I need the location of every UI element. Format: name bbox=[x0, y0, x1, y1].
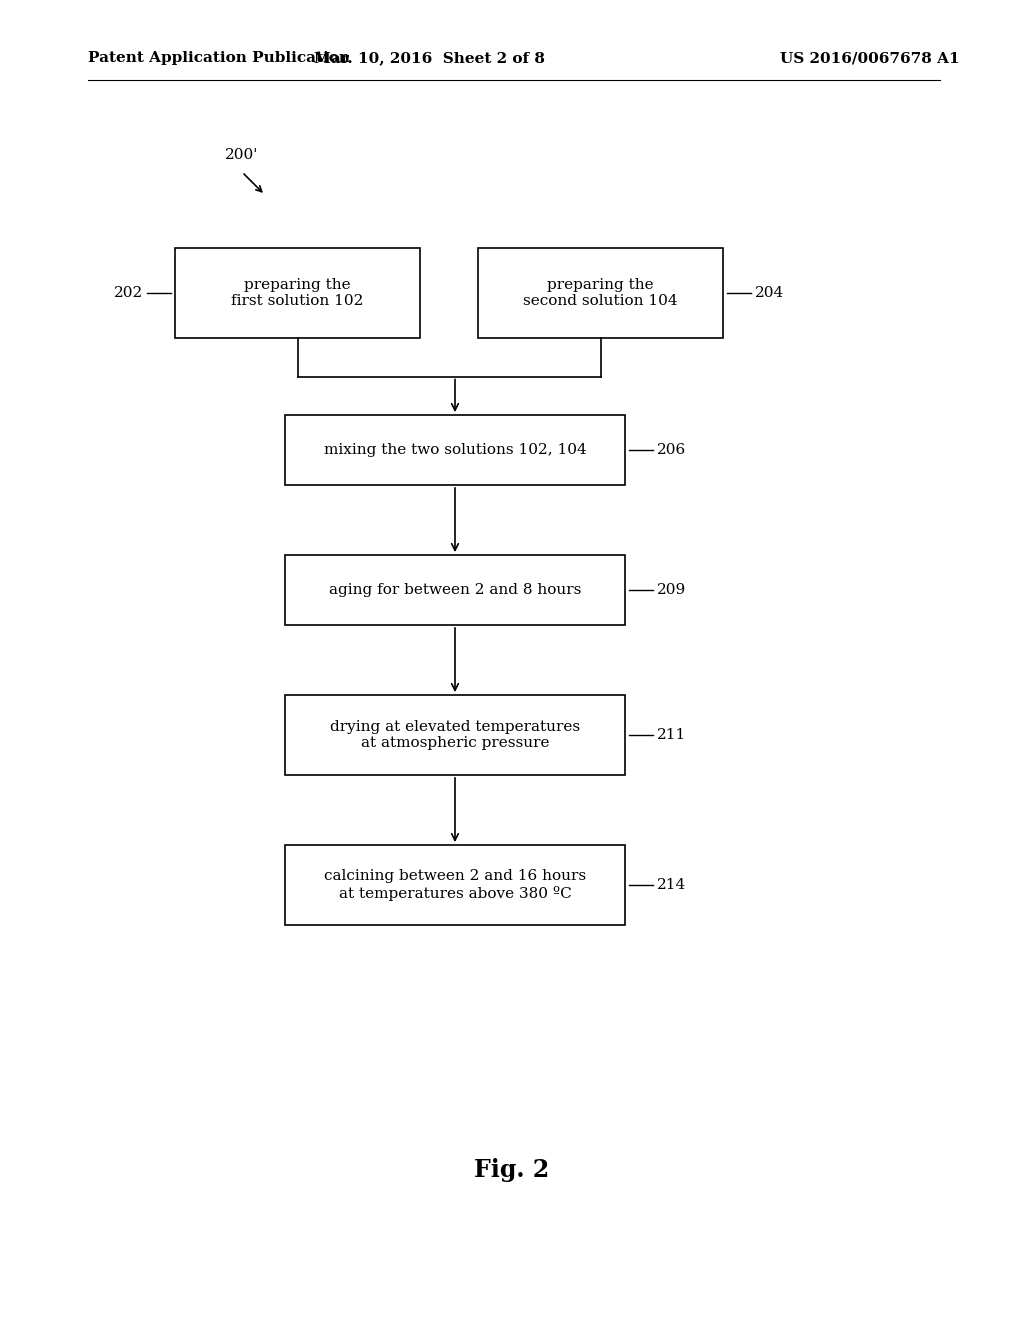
Bar bbox=[175, 248, 420, 338]
Text: 202: 202 bbox=[114, 286, 143, 300]
Text: drying at elevated temperatures
at atmospheric pressure: drying at elevated temperatures at atmos… bbox=[330, 719, 580, 750]
Text: 211: 211 bbox=[657, 729, 686, 742]
Text: 214: 214 bbox=[657, 878, 686, 892]
Text: 200': 200' bbox=[225, 148, 258, 162]
Text: 204: 204 bbox=[755, 286, 784, 300]
Bar bbox=[285, 696, 625, 775]
Text: aging for between 2 and 8 hours: aging for between 2 and 8 hours bbox=[329, 583, 582, 597]
Text: mixing the two solutions 102, 104: mixing the two solutions 102, 104 bbox=[324, 444, 587, 457]
Text: Fig. 2: Fig. 2 bbox=[474, 1158, 550, 1181]
Text: US 2016/0067678 A1: US 2016/0067678 A1 bbox=[780, 51, 959, 65]
Text: Mar. 10, 2016  Sheet 2 of 8: Mar. 10, 2016 Sheet 2 of 8 bbox=[314, 51, 546, 65]
Bar bbox=[285, 414, 625, 484]
Text: 209: 209 bbox=[657, 583, 686, 597]
Text: preparing the
first solution 102: preparing the first solution 102 bbox=[231, 279, 364, 308]
Text: Patent Application Publication: Patent Application Publication bbox=[88, 51, 350, 65]
Text: 206: 206 bbox=[657, 444, 686, 457]
Bar bbox=[285, 554, 625, 624]
Text: preparing the
second solution 104: preparing the second solution 104 bbox=[523, 279, 678, 308]
Bar bbox=[478, 248, 723, 338]
Text: calcining between 2 and 16 hours
at temperatures above 380 ºC: calcining between 2 and 16 hours at temp… bbox=[324, 870, 586, 900]
Bar bbox=[285, 845, 625, 925]
